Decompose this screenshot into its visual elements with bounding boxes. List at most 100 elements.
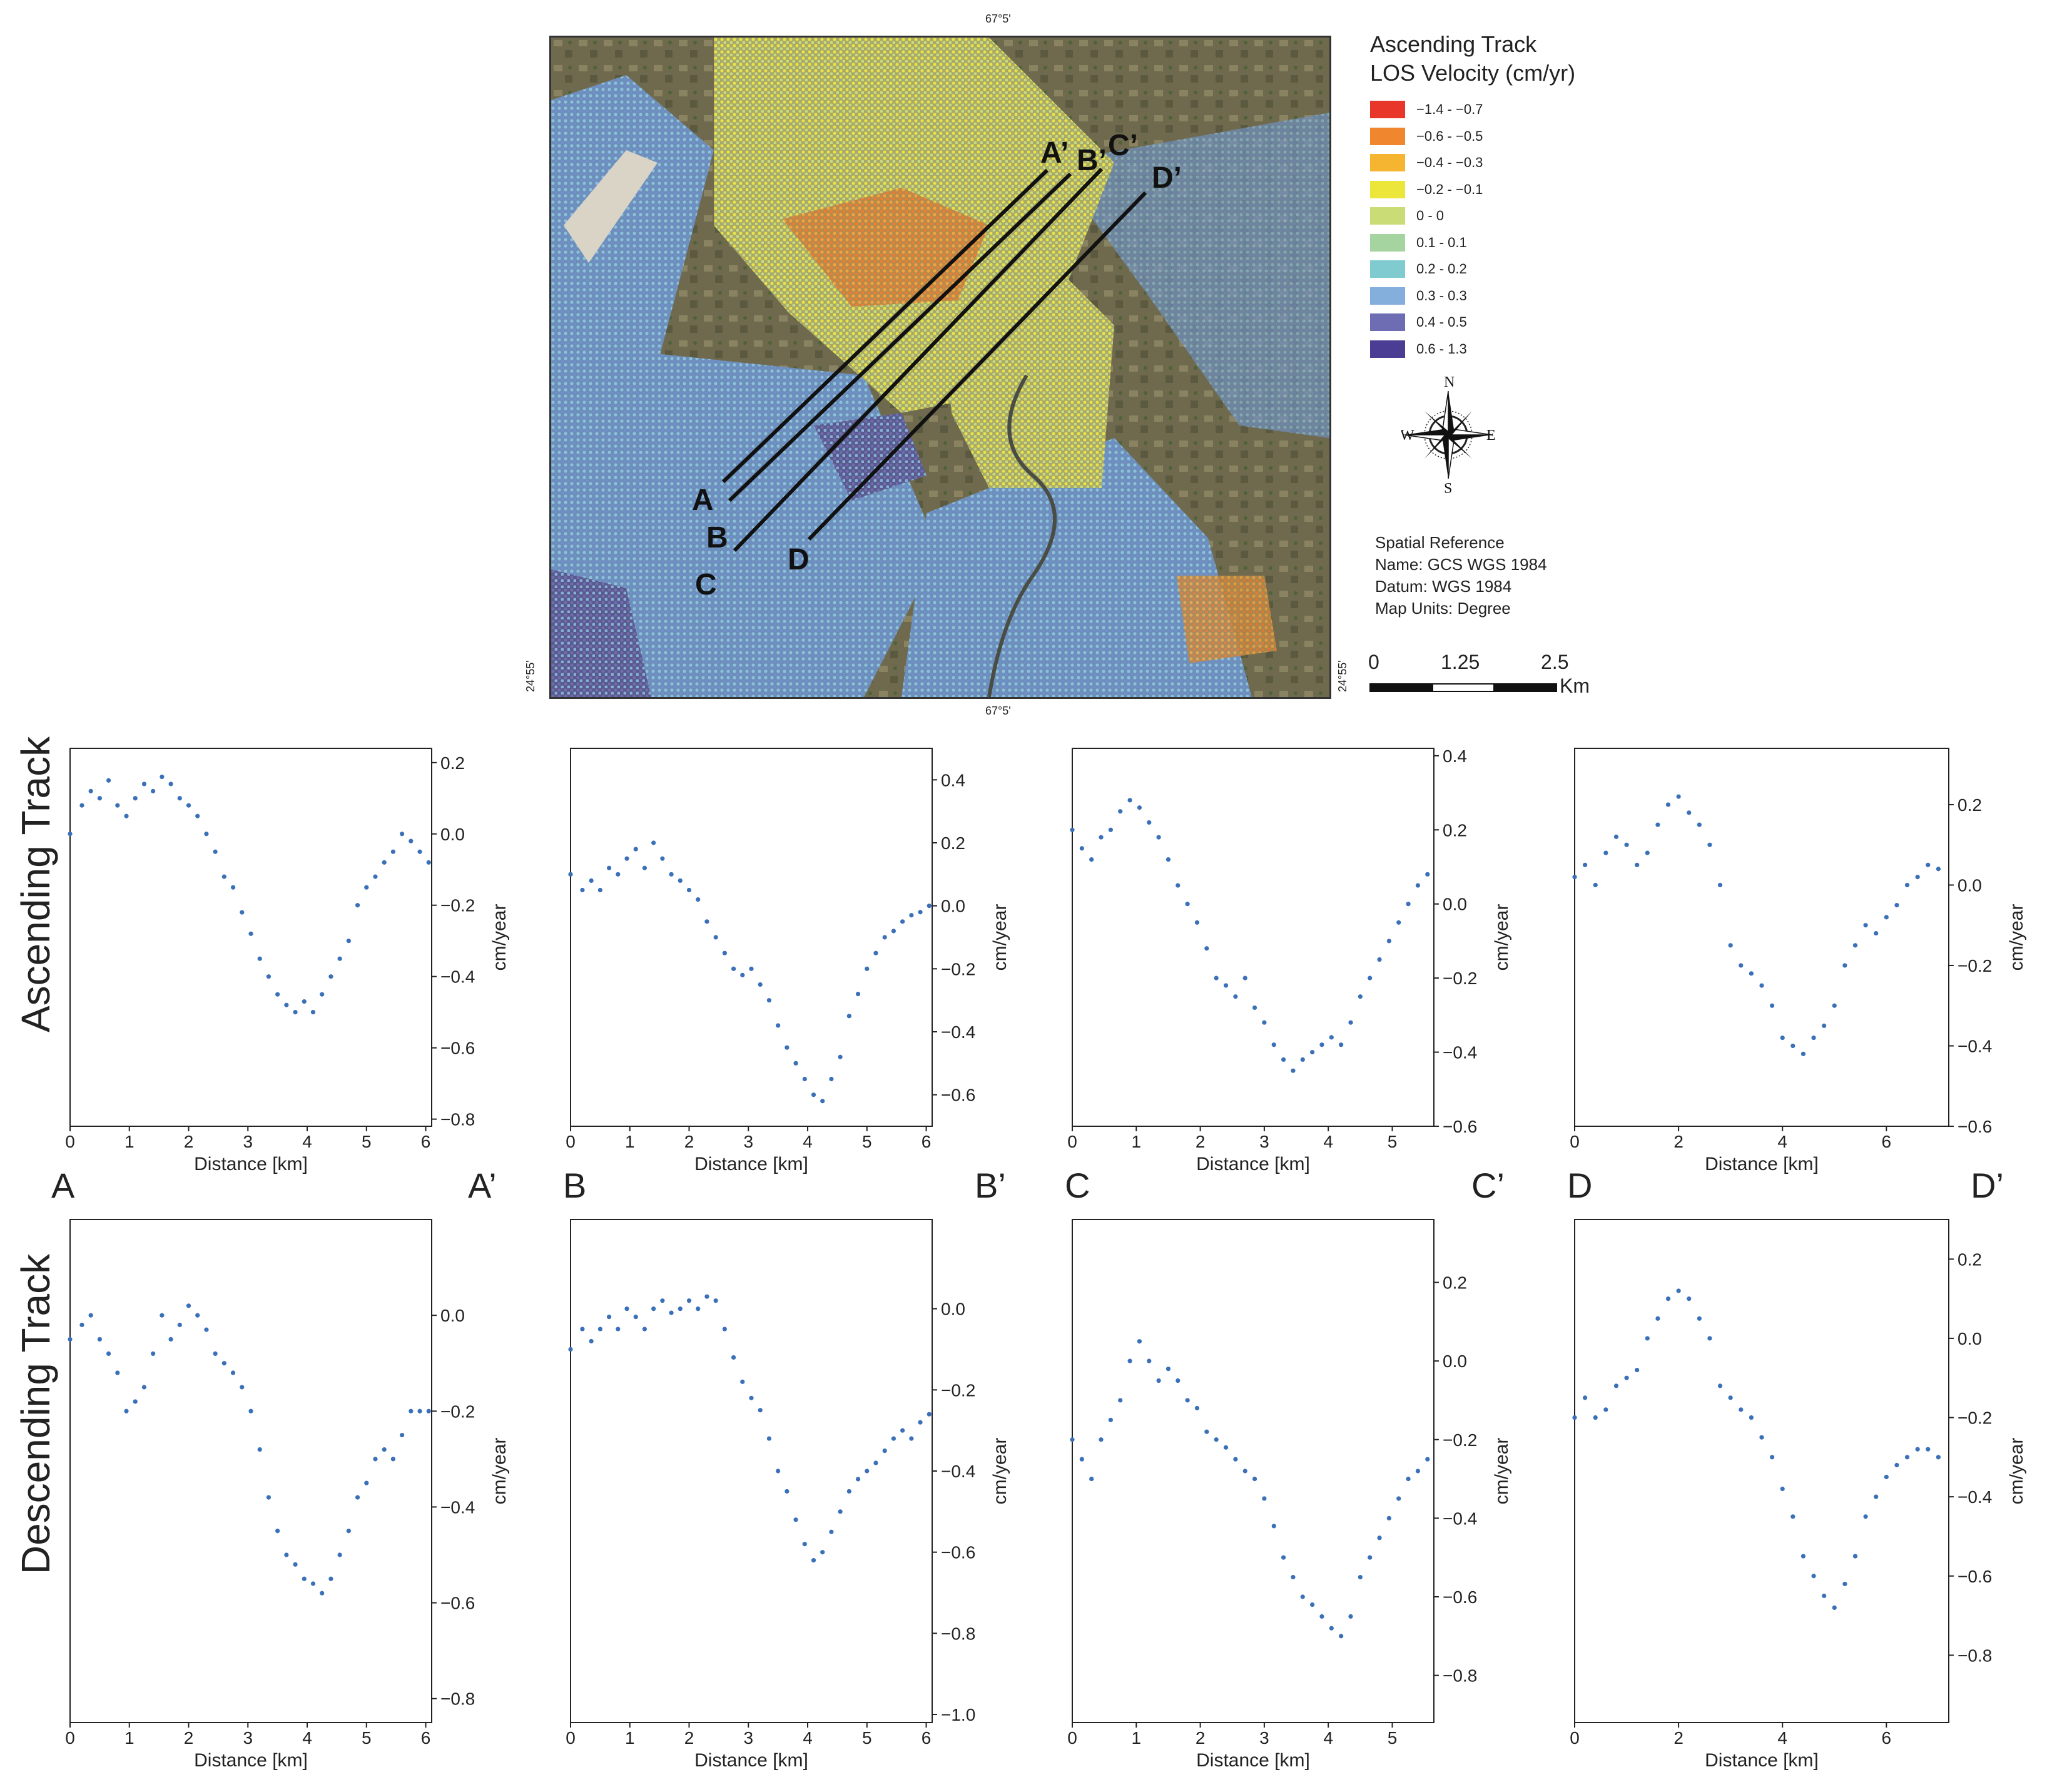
data-point [1780,1036,1785,1041]
data-point [1790,1043,1795,1049]
profile-line-d [807,191,1147,541]
spatial-reference: Spatial Reference Name: GCS WGS 1984 Dat… [1375,532,1547,619]
data-point [1271,1042,1276,1047]
data-point [1635,862,1640,867]
profile-label-c-end: C’ [1471,1166,1505,1205]
data-point [1156,1378,1161,1383]
x-axis-label: Distance [km] [194,1154,308,1174]
x-tick-label: 3 [243,1728,253,1748]
data-point [1368,975,1373,980]
data-point [1223,983,1229,988]
profile-label-d-end: D’ [1971,1166,2004,1205]
scale-bar: 0 1.25 2.5 Km [1367,651,1590,701]
map-label-b: B [706,521,728,554]
data-point [88,1313,93,1318]
data-point [740,1379,745,1384]
y-tick-label: −0.2 [440,896,475,915]
data-point [293,1010,298,1015]
map-label-d-end: D’ [1152,161,1182,195]
y-tick-label: −0.2 [1443,969,1477,988]
data-point [310,1581,316,1586]
x-tick-label: 0 [566,1728,576,1748]
data-point [124,813,129,818]
legend-item: −0.2 - −0.1 [1370,180,1483,199]
data-point [909,913,914,918]
x-tick-label: 4 [803,1728,813,1748]
data-point [900,1428,905,1433]
data-point [1583,862,1588,867]
x-tick-label: 6 [922,1132,932,1151]
plot-frame [570,1219,933,1723]
data-point [1425,1457,1430,1462]
data-point [624,1306,629,1311]
profile-label-b-end: B’ [975,1166,1006,1205]
data-point [1415,1469,1421,1474]
x-tick-label: 1 [1132,1728,1142,1748]
data-point [580,1326,585,1331]
data-point [248,931,253,936]
map-label-b-end: B’ [1077,144,1107,177]
x-tick-label: 0 [566,1132,576,1151]
x-tick-label: 4 [1323,1728,1333,1748]
data-point [1415,883,1421,888]
x-tick-label: 2 [184,1728,194,1748]
data-point [1915,1447,1920,1452]
data-point [686,887,692,893]
map-label-a: A [692,484,714,517]
data-point [624,856,629,861]
data-point [1386,939,1391,944]
x-tick-label: 0 [1067,1728,1077,1748]
y-tick-label: −0.4 [941,1022,975,1042]
data-point [589,1338,594,1344]
data-point [1655,822,1660,827]
data-point [284,1552,289,1557]
data-point [1593,1415,1598,1420]
data-point [660,856,665,861]
data-point [873,950,878,955]
y-axis-label: cm/year [990,904,1010,971]
data-point [1884,915,1889,920]
x-tick-label: 5 [862,1728,872,1748]
y-tick-label: 0.2 [1958,795,1982,815]
x-tick-label: 5 [362,1728,372,1748]
legend-title-line2: LOS Velocity (cm/yr) [1370,60,1576,86]
x-tick-label: 0 [1570,1728,1580,1748]
data-point [749,1395,754,1400]
data-point [177,1322,182,1328]
legend-label: −0.6 - −0.5 [1416,128,1483,144]
data-point [1739,963,1744,968]
map-label-a-end: A’ [1040,136,1069,170]
y-tick-label: −0.8 [1958,1646,1992,1665]
data-point [1624,842,1629,847]
data-point [1603,850,1608,855]
data-point [133,1399,138,1404]
data-point [1676,794,1681,799]
data-point [802,1076,807,1082]
legend-swatch [1370,127,1405,145]
data-point [918,1420,923,1425]
data-point [373,1457,378,1462]
data-point [785,1045,790,1050]
data-point [1319,1042,1324,1047]
x-tick-label: 1 [124,1132,135,1151]
chart-ascending-d: 0 2 4 6 0.2 0.0 −0.2 −0.4 −0.6 Distance [km] cm/ye… [1567,740,2043,1178]
data-point [1300,1594,1305,1599]
x-tick-label: 4 [1323,1132,1333,1151]
y-tick-label: 0.2 [1443,820,1467,840]
y-tick-label: −1.0 [941,1705,975,1724]
data-point [417,849,422,854]
data-point [820,1550,825,1555]
x-tick-label: 1 [1132,1132,1142,1151]
data-point [1204,1429,1209,1434]
y-tick-label: 0.0 [440,825,465,844]
x-tick-label: 4 [803,1132,813,1151]
data-point [882,1448,887,1454]
data-point [678,1306,683,1311]
data-point [195,1313,200,1318]
legend-item: −0.4 - −0.3 [1370,153,1483,172]
data-point [651,1306,656,1311]
map-coord-bottom: 67°5' [985,705,1011,717]
data-point [355,903,360,908]
profile-line-b [728,172,1072,502]
data-point [1291,1068,1296,1073]
